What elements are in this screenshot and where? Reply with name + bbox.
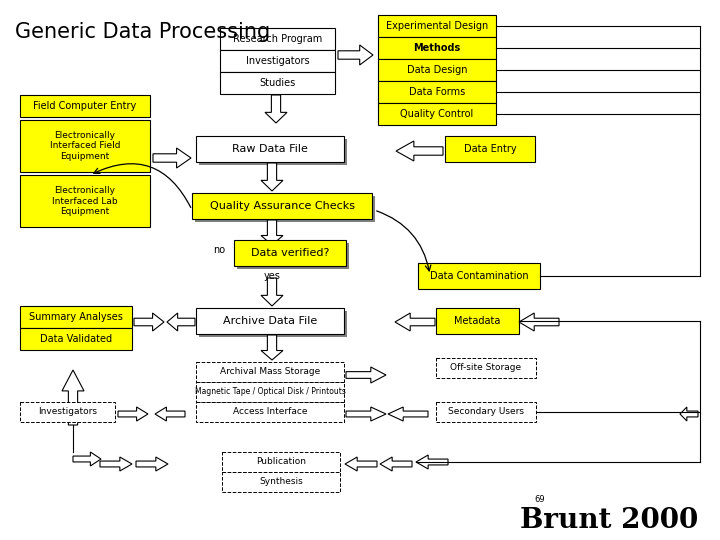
Bar	[20, 328, 132, 350]
Text: 69: 69	[534, 496, 544, 504]
Bar	[199, 139, 347, 165]
Bar	[192, 193, 372, 219]
Polygon shape	[519, 313, 559, 331]
Polygon shape	[680, 407, 698, 421]
Text: Secondary Users: Secondary Users	[448, 408, 524, 416]
Text: Archive Data File: Archive Data File	[223, 316, 317, 326]
Bar	[378, 15, 496, 37]
Polygon shape	[345, 457, 377, 471]
Text: Off-site Storage: Off-site Storage	[451, 363, 521, 373]
Text: Metadata: Metadata	[454, 316, 500, 326]
Polygon shape	[346, 367, 386, 383]
Polygon shape	[136, 457, 168, 471]
Polygon shape	[416, 455, 448, 469]
Polygon shape	[388, 407, 428, 421]
Polygon shape	[261, 335, 283, 360]
Text: Data Forms: Data Forms	[409, 87, 465, 97]
Bar	[220, 50, 335, 72]
Text: Raw Data File: Raw Data File	[232, 144, 308, 154]
Text: Synthesis: Synthesis	[259, 477, 303, 487]
Bar	[378, 37, 496, 59]
Text: Publication: Publication	[256, 457, 306, 467]
Bar	[20, 95, 150, 117]
Polygon shape	[261, 278, 283, 306]
Text: yes: yes	[264, 271, 280, 281]
Bar	[20, 402, 115, 422]
Text: Investigators: Investigators	[246, 56, 310, 66]
Text: Access Interface: Access Interface	[233, 408, 307, 416]
Polygon shape	[100, 457, 132, 471]
Bar	[378, 103, 496, 125]
Polygon shape	[167, 313, 195, 331]
Polygon shape	[62, 370, 84, 425]
Polygon shape	[155, 407, 185, 421]
Text: Field Computer Entry: Field Computer Entry	[33, 101, 137, 111]
Text: Data verified?: Data verified?	[251, 248, 329, 258]
Bar	[196, 402, 344, 422]
Bar	[196, 382, 344, 402]
Bar	[436, 358, 536, 378]
Polygon shape	[261, 220, 283, 245]
Text: Generic Data Processing: Generic Data Processing	[15, 22, 270, 42]
Polygon shape	[261, 163, 283, 191]
Bar	[20, 306, 132, 328]
Text: Research Program: Research Program	[233, 34, 322, 44]
Text: Data Contamination: Data Contamination	[430, 271, 528, 281]
Text: Brunt 2000: Brunt 2000	[520, 507, 698, 534]
Polygon shape	[395, 313, 435, 331]
Text: Quality Control: Quality Control	[400, 109, 474, 119]
Text: Experimental Design: Experimental Design	[386, 21, 488, 31]
Text: Electronically
Interfaced Field
Equipment: Electronically Interfaced Field Equipmen…	[50, 131, 120, 161]
Text: Methods: Methods	[413, 43, 461, 53]
Bar	[20, 175, 150, 227]
Text: Data Entry: Data Entry	[464, 144, 516, 154]
Bar	[234, 240, 346, 266]
Polygon shape	[73, 452, 101, 466]
Bar	[378, 81, 496, 103]
Polygon shape	[396, 141, 443, 161]
Text: Magnetic Tape / Optical Disk / Printouts: Magnetic Tape / Optical Disk / Printouts	[194, 388, 346, 396]
Polygon shape	[118, 407, 148, 421]
Polygon shape	[265, 95, 287, 123]
Bar	[418, 263, 540, 289]
Text: Electronically
Interfaced Lab
Equipment: Electronically Interfaced Lab Equipment	[52, 186, 118, 216]
Bar	[436, 402, 536, 422]
Text: Investigators: Investigators	[38, 408, 97, 416]
Bar	[220, 28, 335, 50]
Bar	[199, 311, 347, 337]
Bar	[196, 362, 344, 382]
Text: Data Validated: Data Validated	[40, 334, 112, 344]
Text: Data Design: Data Design	[407, 65, 467, 75]
Bar	[445, 136, 535, 162]
Text: Archival Mass Storage: Archival Mass Storage	[220, 368, 320, 376]
Polygon shape	[338, 45, 373, 65]
Text: Summary Analyses: Summary Analyses	[29, 312, 123, 322]
Polygon shape	[153, 148, 191, 168]
Bar	[222, 472, 340, 492]
Bar	[196, 136, 344, 162]
Bar	[196, 308, 344, 334]
Bar	[436, 308, 519, 334]
Polygon shape	[346, 407, 386, 421]
Text: Studies: Studies	[259, 78, 296, 88]
Polygon shape	[134, 313, 164, 331]
Polygon shape	[380, 457, 412, 471]
Bar	[220, 72, 335, 94]
Text: Quality Assurance Checks: Quality Assurance Checks	[210, 201, 354, 211]
Bar	[378, 59, 496, 81]
Bar	[195, 196, 375, 222]
Bar	[20, 120, 150, 172]
Bar	[222, 452, 340, 472]
Bar	[237, 243, 349, 269]
Text: no: no	[213, 245, 225, 255]
